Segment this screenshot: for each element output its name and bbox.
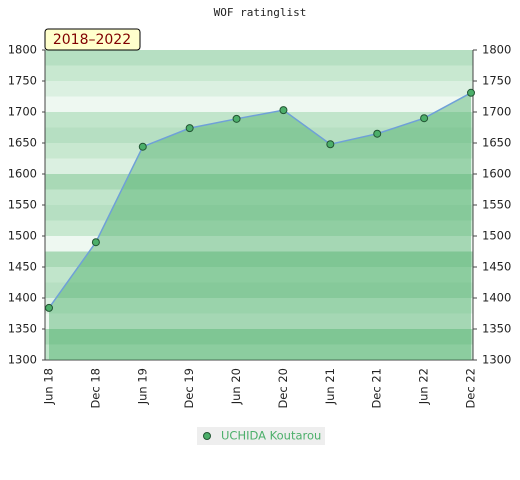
background-band: [45, 220, 473, 237]
point: [467, 88, 475, 97]
point: [138, 142, 147, 151]
background-band: [45, 267, 473, 283]
y2-tick-label: 1700: [482, 105, 511, 119]
point: [373, 129, 382, 138]
point: [91, 238, 100, 247]
y2-tick-label: 1300: [482, 353, 511, 367]
line: [48, 92, 472, 309]
y-tick-label: 1750: [8, 74, 37, 88]
legend-marker: [203, 432, 211, 440]
y-tick-label: 1500: [8, 229, 37, 243]
point: [279, 106, 288, 115]
background-band: [45, 282, 473, 299]
x-tick-label: Jun 19: [135, 368, 149, 405]
background-band: [45, 50, 473, 66]
y2-tick-label: 1350: [482, 322, 511, 336]
point: [420, 114, 429, 123]
x-tick-label: Jun 20: [229, 368, 243, 405]
point: [45, 303, 53, 312]
x-tick-label: Jun 22: [417, 368, 431, 405]
y-tick-label: 1550: [8, 198, 37, 212]
background-band: [45, 236, 473, 252]
y2-tick-label: 1750: [482, 74, 511, 88]
background-band: [45, 174, 473, 190]
y-tick-label: 1800: [8, 43, 37, 57]
background-band: [45, 127, 473, 144]
y2-tick-label: 1500: [482, 229, 511, 243]
background-band: [45, 313, 473, 330]
x-tick-label: Dec 22: [464, 368, 478, 409]
area: [49, 92, 471, 360]
x-tick-label: Jun 21: [323, 368, 337, 405]
chart-title: WOF ratinglist: [214, 6, 307, 19]
legend-label: UCHIDA Koutarou: [221, 429, 321, 443]
background-band: [45, 344, 473, 361]
background-band: [45, 189, 473, 206]
x-tick-label: Jun 18: [42, 368, 56, 405]
background-band: [45, 143, 473, 159]
y-tick-label: 1700: [8, 105, 37, 119]
background-band: [45, 96, 473, 113]
y-tick-label: 1600: [8, 167, 37, 181]
point: [185, 124, 194, 133]
y-tick-label: 1300: [8, 353, 37, 367]
y-tick-label: 1450: [8, 260, 37, 274]
annotation: 2018–2022: [53, 32, 131, 48]
point: [232, 114, 241, 123]
background-band: [45, 205, 473, 221]
y2-tick-label: 1600: [482, 167, 511, 181]
y2-tick-label: 1800: [482, 43, 511, 57]
background-band: [45, 81, 473, 97]
y2-tick-label: 1450: [482, 260, 511, 274]
background-band: [45, 65, 473, 82]
background-band: [45, 251, 473, 268]
background-band: [45, 112, 473, 128]
x-tick-label: Dec 21: [370, 368, 384, 409]
x-tick-label: Dec 19: [182, 368, 196, 409]
x-tick-label: Dec 18: [88, 368, 102, 409]
legend-box: [197, 427, 325, 445]
y2-tick-label: 1650: [482, 136, 511, 150]
y-tick-label: 1350: [8, 322, 37, 336]
background-band: [45, 158, 473, 175]
y-tick-label: 1400: [8, 291, 37, 305]
annotation-box: [44, 28, 141, 51]
point: [326, 140, 335, 149]
y-tick-label: 1650: [8, 136, 37, 150]
background-band: [45, 298, 473, 314]
x-tick-label: Dec 20: [276, 368, 290, 409]
y2-tick-label: 1400: [482, 291, 511, 305]
background-band: [45, 329, 473, 345]
y2-tick-label: 1550: [482, 198, 511, 212]
